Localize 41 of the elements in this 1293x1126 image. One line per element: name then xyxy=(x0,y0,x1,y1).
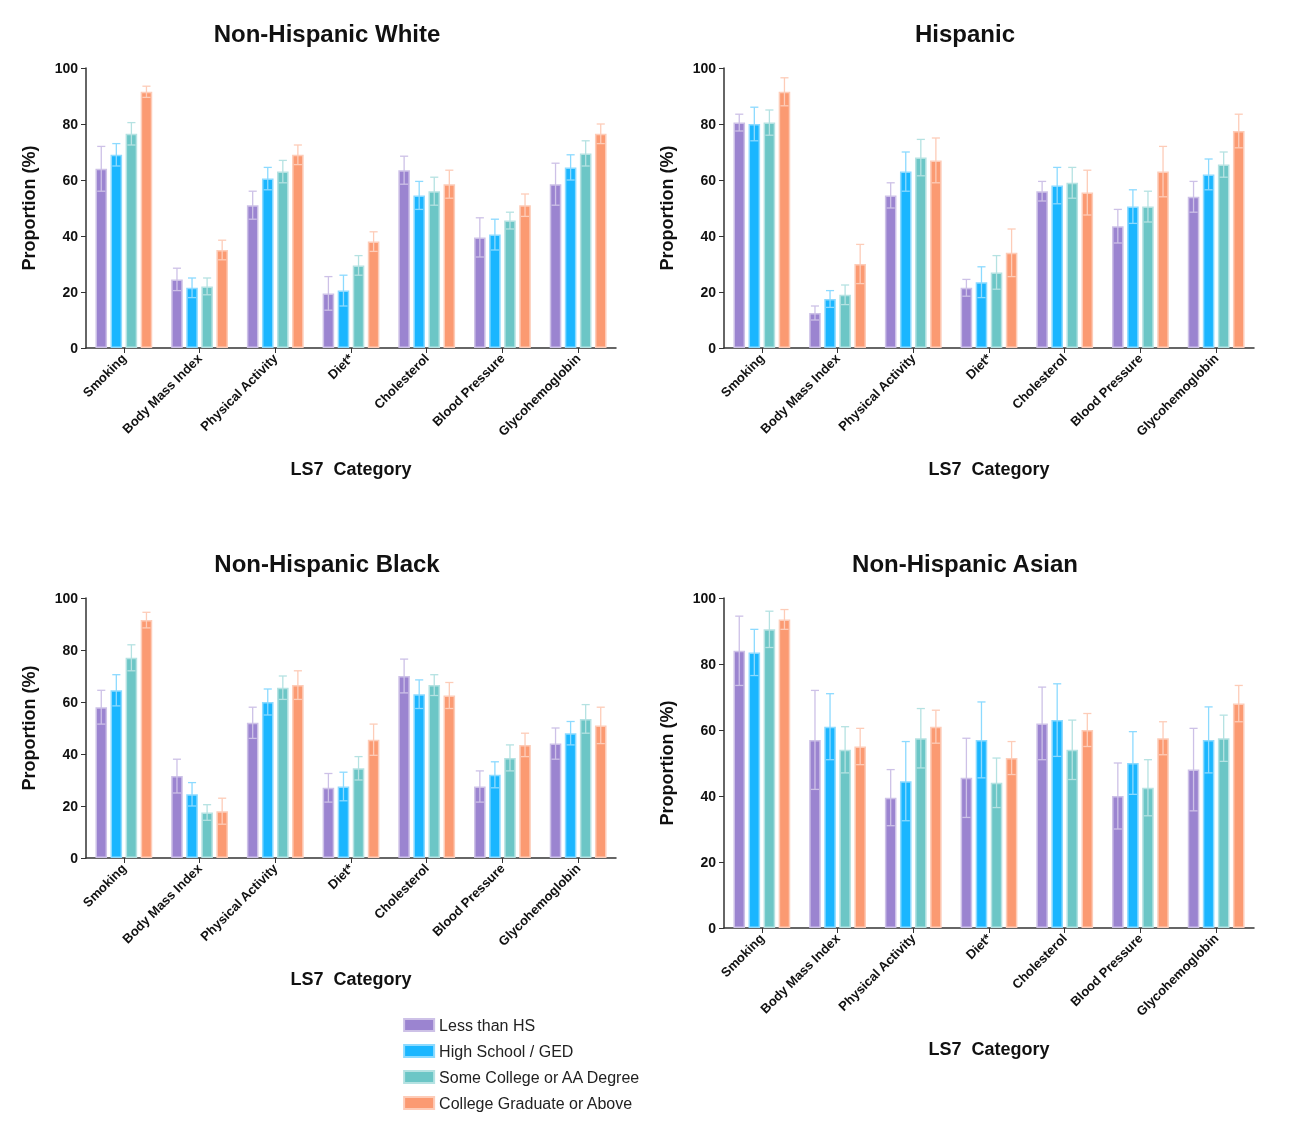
y-tick-label: 40 xyxy=(700,228,717,244)
y-tick-label: 60 xyxy=(700,722,717,738)
x-axis-title: LS7 Category xyxy=(928,459,1050,479)
y-tick-label: 20 xyxy=(62,284,79,300)
y-tick-label: 20 xyxy=(62,798,79,814)
y-tick-label: 80 xyxy=(700,656,717,672)
y-tick-label: 20 xyxy=(700,854,717,870)
y-tick-label: 0 xyxy=(70,340,79,356)
y-axis-title: Proportion (%) xyxy=(657,700,677,826)
y-axis-title: Proportion (%) xyxy=(657,145,677,271)
y-tick-label: 60 xyxy=(62,694,79,710)
x-axis-title: LS7 Category xyxy=(290,969,412,989)
y-tick-label: 0 xyxy=(708,340,717,356)
y-tick-label: 0 xyxy=(708,920,717,936)
x-axis-title: LS7 Category xyxy=(290,459,412,479)
y-tick-label: 80 xyxy=(62,642,79,658)
legend-label: Some College or AA Degree xyxy=(439,1068,640,1086)
y-tick-label: 100 xyxy=(692,60,717,76)
bar xyxy=(140,91,153,348)
chart-title: Non-Hispanic Black xyxy=(214,549,441,577)
y-tick-label: 40 xyxy=(62,228,79,244)
y-tick-label: 100 xyxy=(54,60,79,76)
y-axis-title: Proportion (%) xyxy=(19,665,39,791)
chart-title: Non-Hispanic Asian xyxy=(852,549,1078,577)
y-axis-title: Proportion (%) xyxy=(19,145,39,271)
y-tick-label: 100 xyxy=(54,590,79,606)
y-tick-label: 60 xyxy=(700,172,717,188)
legend-label: High School / GED xyxy=(439,1042,574,1060)
y-tick-label: 80 xyxy=(700,116,717,132)
y-tick-label: 0 xyxy=(70,850,79,866)
y-tick-label: 60 xyxy=(62,172,79,188)
y-tick-label: 40 xyxy=(700,788,717,804)
y-tick-label: 100 xyxy=(692,590,717,606)
legend-label: Less than HS xyxy=(439,1016,536,1034)
y-tick-label: 20 xyxy=(700,284,717,300)
chart-title: Hispanic xyxy=(914,19,1016,47)
x-axis-title: LS7 Category xyxy=(928,1039,1050,1059)
y-tick-label: 40 xyxy=(62,746,79,762)
y-tick-label: 80 xyxy=(62,116,79,132)
legend-label: College Graduate or Above xyxy=(439,1094,633,1112)
chart-title: Non-Hispanic White xyxy=(213,19,441,47)
